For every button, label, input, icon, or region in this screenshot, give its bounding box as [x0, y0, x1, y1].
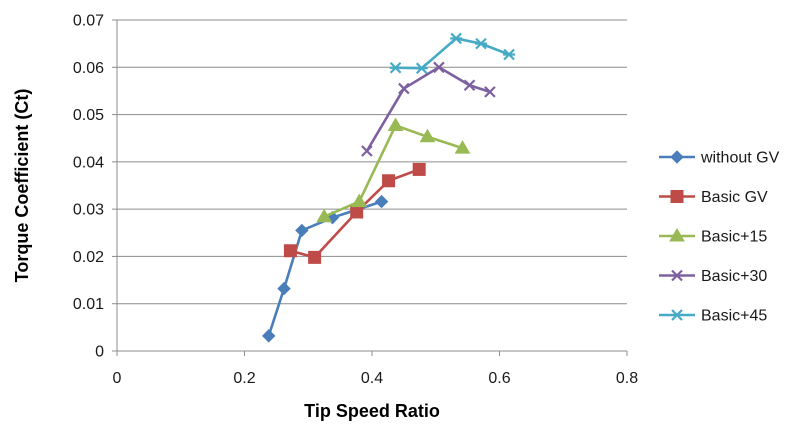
- legend-item: Basic GV: [659, 189, 768, 206]
- data-point: [398, 82, 410, 95]
- data-point: [295, 223, 309, 238]
- legend-marker: [669, 228, 685, 242]
- x-tick-label: 0: [113, 370, 122, 387]
- legend-label: Basic+30: [701, 268, 767, 285]
- data-point: [484, 86, 496, 98]
- data-point: [350, 205, 364, 219]
- data-point: [433, 61, 445, 74]
- data-point: [463, 79, 476, 92]
- series-2: [283, 162, 426, 264]
- data-point: [382, 174, 396, 188]
- plot-area: [262, 32, 516, 343]
- y-tick-label: 0.07: [73, 13, 104, 30]
- legend-label: without GV: [700, 150, 780, 167]
- series-3: [316, 117, 471, 223]
- data-point: [387, 117, 404, 131]
- legend: without GV Basic GV Basic+15 Basic+30 Basic+…: [659, 150, 780, 325]
- data-point: [412, 162, 426, 176]
- data-point: [277, 281, 291, 296]
- data-point: [389, 61, 402, 74]
- x-axis-title: Tip Speed Ratio: [304, 401, 440, 421]
- legend-item: Basic+45: [659, 308, 767, 325]
- legend-label: Basic+15: [701, 229, 767, 246]
- y-tick-label: 0: [95, 344, 104, 361]
- legend-label: Basic GV: [701, 189, 768, 206]
- grid-lines: [117, 19, 627, 305]
- y-tick-label: 0.04: [73, 154, 104, 171]
- y-tick-label: 0.05: [73, 107, 104, 124]
- legend-item: without GV: [659, 150, 780, 167]
- data-point: [475, 37, 488, 50]
- data-point: [361, 145, 373, 157]
- y-tick-label: 0.02: [73, 249, 104, 266]
- legend-label: Basic+45: [701, 308, 767, 325]
- legend-item: Basic+15: [659, 228, 767, 246]
- series-5: [389, 32, 516, 75]
- x-tick-label: 0.4: [361, 370, 383, 387]
- series-4: [361, 61, 496, 157]
- y-axis-title: Torque Coefficient (Ct): [12, 89, 32, 283]
- y-tick-label: 0.06: [73, 60, 104, 77]
- legend-marker: [670, 190, 684, 203]
- data-point: [316, 208, 333, 223]
- data-point: [415, 62, 428, 75]
- data-point: [308, 250, 322, 264]
- legend-marker: [671, 309, 683, 321]
- data-point: [351, 193, 368, 208]
- data-point: [419, 128, 436, 143]
- axes: 0 0.01 0.02 0.03 0.04 0.05 0.06 0.07 0 0.2 0.4 0.6 0…: [73, 13, 638, 388]
- data-point: [374, 194, 389, 209]
- legend-marker: [670, 150, 684, 164]
- data-point: [503, 48, 516, 61]
- x-tick-label: 0.6: [488, 370, 510, 387]
- y-tick-label: 0.03: [73, 202, 104, 219]
- data-point: [454, 140, 471, 154]
- data-point: [450, 32, 463, 45]
- series-1: [262, 194, 389, 343]
- data-point: [283, 244, 297, 258]
- data-point: [262, 329, 276, 343]
- x-tick-label: 0.2: [233, 370, 255, 387]
- legend-marker: [671, 269, 683, 282]
- series-line: [323, 124, 463, 218]
- x-tick-label: 0.8: [616, 370, 638, 387]
- legend-item: Basic+30: [659, 268, 767, 285]
- y-tick-label: 0.01: [73, 296, 104, 313]
